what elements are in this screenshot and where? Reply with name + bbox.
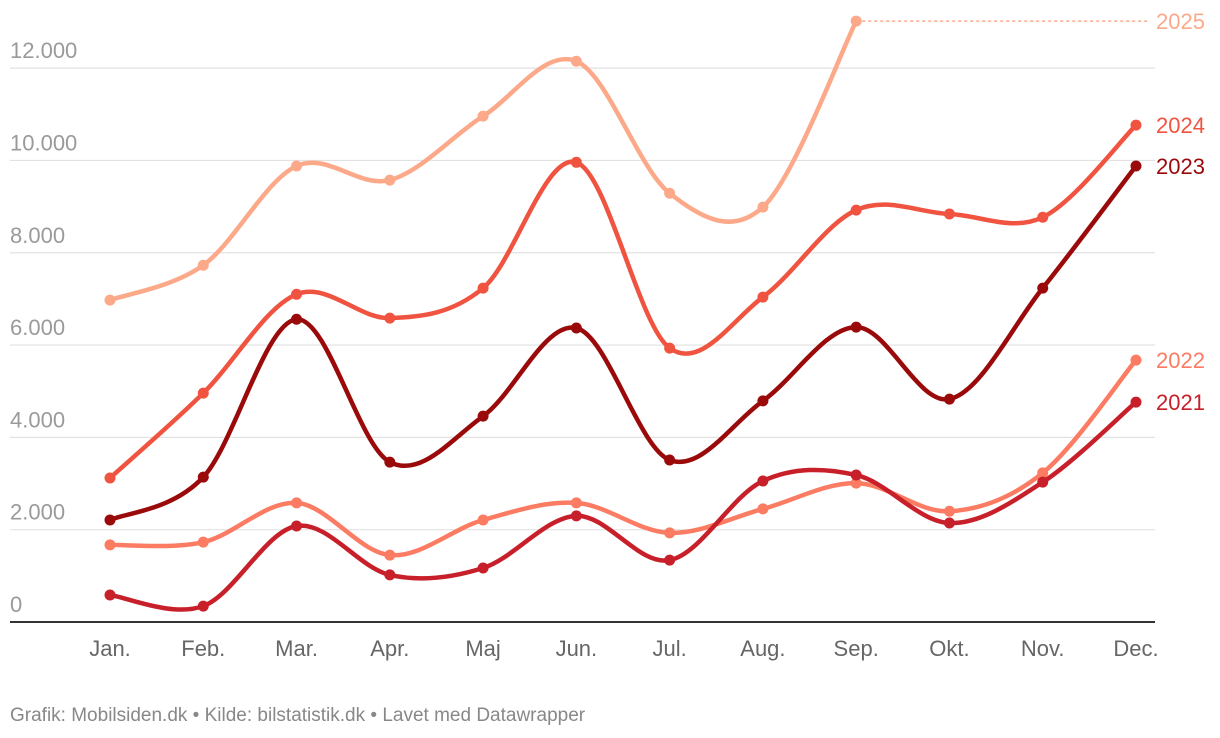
- x-tick-label: Mar.: [275, 636, 318, 661]
- point: [943, 517, 955, 529]
- point: [570, 55, 582, 67]
- x-tick-label: Maj: [465, 636, 500, 661]
- point: [384, 456, 396, 468]
- x-tick-label: Jun.: [556, 636, 598, 661]
- point: [757, 475, 769, 487]
- x-tick-label: Okt.: [929, 636, 969, 661]
- legend-label: 2022: [1156, 348, 1205, 373]
- point: [477, 562, 489, 574]
- point: [1037, 282, 1049, 294]
- line: [107, 122, 1139, 481]
- point: [104, 472, 116, 484]
- point: [757, 395, 769, 407]
- legend-label: 2024: [1156, 113, 1205, 138]
- point: [104, 589, 116, 601]
- point: [384, 549, 396, 561]
- point: [850, 477, 862, 489]
- x-tick-label: Apr.: [370, 636, 409, 661]
- point: [757, 201, 769, 213]
- point: [570, 510, 582, 522]
- point: [664, 554, 676, 566]
- point: [664, 342, 676, 354]
- x-tick-label: Feb.: [181, 636, 225, 661]
- point: [104, 514, 116, 526]
- x-tick-label: Dec.: [1113, 636, 1158, 661]
- y-tick-label: 6.000: [10, 315, 65, 340]
- point: [1130, 119, 1142, 131]
- point: [664, 187, 676, 199]
- point: [384, 312, 396, 324]
- legend-label: 2025: [1156, 9, 1205, 34]
- point: [757, 503, 769, 515]
- point: [477, 410, 489, 422]
- x-tick-label: Sep.: [834, 636, 879, 661]
- line: [107, 18, 859, 303]
- point: [384, 569, 396, 581]
- point: [197, 471, 209, 483]
- point: [104, 294, 116, 306]
- point: [570, 497, 582, 509]
- point: [1130, 160, 1142, 172]
- point: [850, 321, 862, 333]
- point: [384, 174, 396, 186]
- point: [664, 527, 676, 539]
- y-tick-label: 2.000: [10, 500, 65, 525]
- y-tick-label: 12.000: [10, 38, 77, 63]
- point: [1037, 467, 1049, 479]
- point: [197, 600, 209, 612]
- y-tick-label: 8.000: [10, 223, 65, 248]
- line: [107, 399, 1139, 612]
- point: [1037, 211, 1049, 223]
- x-tick-label: Jul.: [653, 636, 687, 661]
- point: [1130, 354, 1142, 366]
- point: [197, 259, 209, 271]
- point: [757, 291, 769, 303]
- point: [850, 204, 862, 216]
- point: [1130, 396, 1142, 408]
- legend-label: 2023: [1156, 154, 1205, 179]
- legend-label: 2021: [1156, 390, 1205, 415]
- point: [291, 160, 303, 172]
- point: [850, 469, 862, 481]
- point: [850, 15, 862, 27]
- point: [291, 288, 303, 300]
- point: [291, 497, 303, 509]
- point: [943, 208, 955, 220]
- point: [197, 387, 209, 399]
- x-tick-label: Jan.: [89, 636, 131, 661]
- point: [1037, 476, 1049, 488]
- point: [943, 505, 955, 517]
- line: [107, 163, 1139, 523]
- point: [477, 514, 489, 526]
- point: [291, 313, 303, 325]
- y-tick-label: 4.000: [10, 407, 65, 432]
- y-tick-label: 0: [10, 592, 22, 617]
- point: [664, 454, 676, 466]
- x-tick-label: Nov.: [1021, 636, 1065, 661]
- point: [943, 393, 955, 405]
- point: [104, 539, 116, 551]
- point: [570, 322, 582, 334]
- source: Grafik: Mobilsiden.dk • Kilde: bilstatis…: [10, 705, 586, 726]
- point: [477, 110, 489, 122]
- point: [570, 156, 582, 168]
- point: [291, 520, 303, 532]
- y-tick-label: 10.000: [10, 130, 77, 155]
- point: [477, 282, 489, 294]
- point: [197, 536, 209, 548]
- x-tick-label: Aug.: [740, 636, 785, 661]
